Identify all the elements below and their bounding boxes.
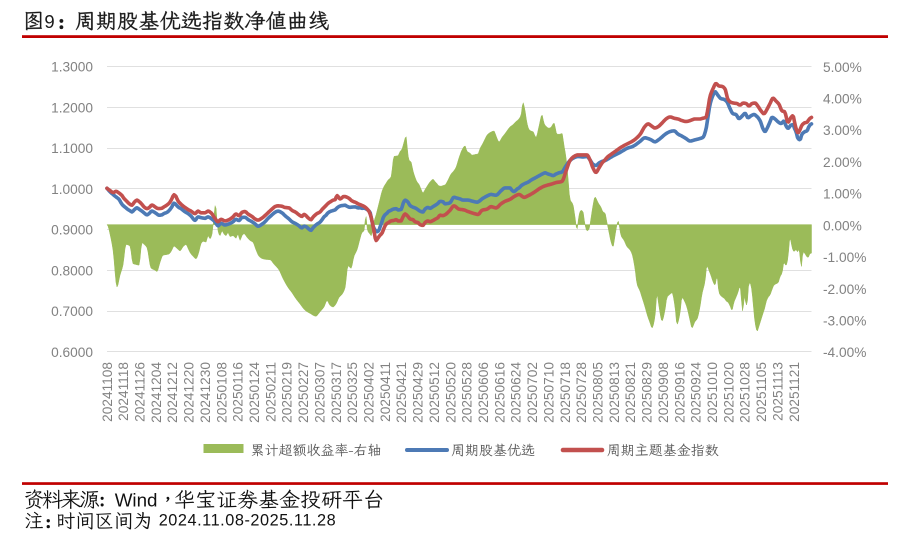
- svg-text:20250718: 20250718: [558, 362, 573, 423]
- svg-text:20250317: 20250317: [329, 362, 344, 423]
- svg-text:0.9000: 0.9000: [51, 223, 93, 238]
- svg-text:4.00%: 4.00%: [823, 92, 862, 107]
- svg-text:-2.00%: -2.00%: [823, 282, 866, 297]
- svg-text:20250829: 20250829: [640, 362, 655, 423]
- svg-text:20250124: 20250124: [247, 362, 262, 423]
- svg-text:20250908: 20250908: [656, 362, 671, 423]
- svg-text:3.00%: 3.00%: [823, 123, 862, 138]
- svg-text:20250116: 20250116: [231, 362, 246, 422]
- svg-text:20251113: 20251113: [770, 362, 785, 421]
- svg-text:20250219: 20250219: [280, 362, 295, 423]
- svg-text:20250429: 20250429: [411, 362, 426, 423]
- svg-text:5.00%: 5.00%: [823, 60, 862, 75]
- svg-text:20241204: 20241204: [149, 362, 164, 423]
- svg-text:20251010: 20251010: [705, 362, 720, 423]
- svg-text:2024.11.08-2025.11.28: 2024.11.08-2025.11.28: [159, 512, 337, 530]
- svg-text:20250307: 20250307: [312, 362, 327, 423]
- svg-text:20250813: 20250813: [607, 362, 622, 423]
- svg-text:20250411: 20250411: [378, 362, 393, 422]
- svg-text:-1.00%: -1.00%: [823, 250, 866, 265]
- svg-text:20251020: 20251020: [721, 362, 736, 423]
- svg-text:2.00%: 2.00%: [823, 155, 862, 170]
- svg-text:Wind: Wind: [115, 490, 158, 511]
- svg-text:0.7000: 0.7000: [51, 304, 93, 319]
- svg-text:9: 9: [44, 11, 54, 32]
- svg-text:1.1000: 1.1000: [51, 141, 93, 156]
- svg-text:20241230: 20241230: [198, 362, 213, 423]
- svg-text:20250402: 20250402: [362, 362, 377, 423]
- svg-text:20250702: 20250702: [525, 362, 540, 423]
- svg-text:20251028: 20251028: [738, 362, 753, 423]
- svg-text:20250325: 20250325: [345, 362, 360, 423]
- svg-text:20250211: 20250211: [263, 362, 278, 422]
- svg-text:20250227: 20250227: [296, 362, 311, 423]
- svg-text:20241118: 20241118: [116, 362, 131, 421]
- svg-text:20250421: 20250421: [394, 362, 409, 423]
- svg-text:20250520: 20250520: [443, 362, 458, 423]
- svg-text:1.0000: 1.0000: [51, 182, 93, 197]
- svg-text:20250108: 20250108: [214, 362, 229, 423]
- svg-text:0.8000: 0.8000: [51, 264, 93, 279]
- svg-text:20241126: 20241126: [133, 362, 148, 422]
- svg-text:20250728: 20250728: [574, 362, 589, 423]
- svg-text:20251105: 20251105: [754, 362, 769, 422]
- svg-text:20241212: 20241212: [165, 362, 180, 423]
- svg-text:20250512: 20250512: [427, 362, 442, 423]
- svg-text:20250924: 20250924: [689, 362, 704, 423]
- svg-text:1.00%: 1.00%: [823, 187, 862, 202]
- svg-text:20250528: 20250528: [460, 362, 475, 423]
- svg-text:20241108: 20241108: [100, 362, 115, 422]
- svg-text:20250916: 20250916: [672, 362, 687, 423]
- svg-text:20241220: 20241220: [182, 362, 197, 423]
- svg-text:1.2000: 1.2000: [51, 100, 93, 115]
- svg-text:-4.00%: -4.00%: [823, 345, 866, 360]
- svg-text:20250821: 20250821: [623, 362, 638, 423]
- svg-text:20251121: 20251121: [787, 362, 802, 422]
- svg-text:0.00%: 0.00%: [823, 218, 862, 233]
- svg-text:20250616: 20250616: [492, 362, 507, 423]
- svg-text:20250606: 20250606: [476, 362, 491, 423]
- svg-text:20250805: 20250805: [591, 362, 606, 423]
- svg-text:0.6000: 0.6000: [51, 345, 93, 360]
- svg-text:20250710: 20250710: [541, 362, 556, 423]
- svg-text:20250624: 20250624: [509, 362, 524, 423]
- svg-text:1.3000: 1.3000: [51, 60, 93, 75]
- svg-text:-3.00%: -3.00%: [823, 314, 866, 329]
